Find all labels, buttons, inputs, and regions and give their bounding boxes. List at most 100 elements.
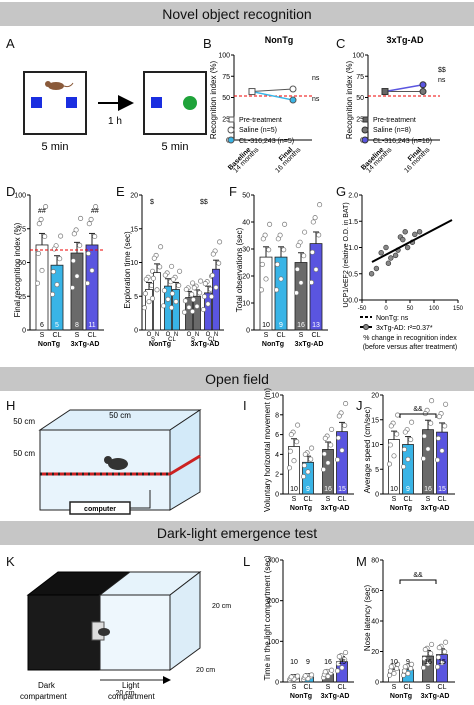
bar-label: S <box>426 496 431 503</box>
data-point <box>322 435 328 441</box>
data-point <box>408 436 414 443</box>
bar-label: CL <box>53 332 62 339</box>
data-point <box>58 233 64 239</box>
data-point <box>151 255 157 261</box>
data-point <box>313 266 319 273</box>
data-point <box>301 462 307 469</box>
bar <box>50 264 64 331</box>
y-tick-label: 15 <box>130 226 138 233</box>
bar-label: S <box>326 684 331 691</box>
data-point <box>183 286 189 293</box>
data-point <box>392 252 399 259</box>
y-tick-label: 75 <box>222 74 230 81</box>
data-point <box>190 280 196 286</box>
y-tick-label: 200 <box>267 598 279 605</box>
bar-label: CL <box>438 496 447 503</box>
bar-label: S <box>75 332 80 339</box>
data-point <box>312 215 318 221</box>
panel-label-e: E <box>116 184 125 199</box>
point-cl <box>289 96 297 104</box>
panel-i-chart: Voluntary horizontal movement (m) 0 2 4 6 8 1… <box>263 388 354 512</box>
object-circle-novel <box>183 96 197 110</box>
panel-c-legend: Pre-treatment Saline (n=8) CL-316,243 (n… <box>361 116 432 145</box>
data-point <box>439 448 445 454</box>
bar <box>70 252 84 331</box>
y-tick-label: 1.5 <box>348 219 358 226</box>
data-point <box>404 244 411 251</box>
data-point <box>263 276 269 282</box>
bar-label: O <box>166 332 171 338</box>
data-point <box>401 446 407 453</box>
x-tick-label: 50 <box>407 306 414 312</box>
dim-label: 50 cm <box>109 411 131 420</box>
panel-a-illustration: 1 h 5 min 5 min <box>23 71 207 153</box>
data-point <box>69 285 76 291</box>
data-point <box>287 448 293 454</box>
panel-i-ylabel: Voluntary horizontal movement (m) <box>263 388 272 512</box>
y-tick-label: 0 <box>246 328 250 335</box>
data-point <box>339 447 345 453</box>
data-point <box>78 215 84 221</box>
data-point <box>168 305 175 311</box>
light-label-2: compartment <box>108 692 155 701</box>
group-label: 3xTg-AD <box>71 341 100 348</box>
data-point <box>435 654 441 660</box>
bar-label: O <box>206 332 211 338</box>
data-point <box>278 276 284 282</box>
data-point <box>189 291 195 297</box>
bar-label: N <box>195 332 199 338</box>
data-point <box>394 666 400 672</box>
data-point <box>173 299 179 305</box>
data-point <box>420 665 427 671</box>
n-label: 16 <box>297 322 305 329</box>
data-point <box>316 232 322 238</box>
data-point <box>395 661 401 667</box>
data-point <box>189 308 196 314</box>
panel-e-sig-1: $ <box>150 199 154 206</box>
data-point <box>416 229 423 235</box>
data-point <box>205 301 211 307</box>
bar-label: N <box>174 332 178 338</box>
data-point <box>201 294 207 300</box>
regression-line <box>371 219 453 263</box>
bar <box>85 244 99 331</box>
bar-label: S <box>292 496 297 503</box>
panel-c-sig: $$ <box>438 67 446 74</box>
y-tick-label: 20 <box>371 393 379 400</box>
data-point <box>388 664 394 670</box>
panel-g-ylabel: UCP1/eEF2 (relative O.D. in BAT) <box>343 202 350 307</box>
data-point <box>176 282 182 289</box>
data-point <box>197 290 203 296</box>
legend-marker <box>361 126 369 134</box>
legend-text: Pre-treatment <box>239 117 282 124</box>
bar-label: CL <box>404 684 413 691</box>
sub-label: CL <box>168 337 176 343</box>
data-point <box>402 429 408 435</box>
bar <box>336 431 348 495</box>
y-tick-label: 25 <box>222 116 230 123</box>
data-point <box>368 271 375 277</box>
data-point <box>343 649 349 656</box>
n-label: 9 <box>406 659 410 666</box>
bar-label: S <box>426 684 431 691</box>
data-point <box>342 422 348 428</box>
n-label: 10 <box>390 659 398 666</box>
bar-label: S <box>392 684 397 691</box>
light-label: Light <box>122 681 140 690</box>
dim-label: 20 cm <box>196 667 215 674</box>
panel-j-ylabel: Average speed (cm/sec) <box>363 406 372 493</box>
y-tick-label: 0.0 <box>348 298 358 305</box>
data-point <box>266 247 272 253</box>
data-point <box>329 667 335 673</box>
bar-label: CL <box>304 684 313 691</box>
y-tick-label: 2.0 <box>348 193 358 200</box>
panel-g-xlabel: % change in recognition index <box>363 335 457 342</box>
dim-label: 20 cm <box>115 690 134 697</box>
data-point <box>93 204 99 210</box>
data-point <box>54 282 60 288</box>
bar-label: CL <box>312 332 321 339</box>
data-point <box>216 260 222 266</box>
section-title-text: Novel object recognition <box>162 6 312 22</box>
